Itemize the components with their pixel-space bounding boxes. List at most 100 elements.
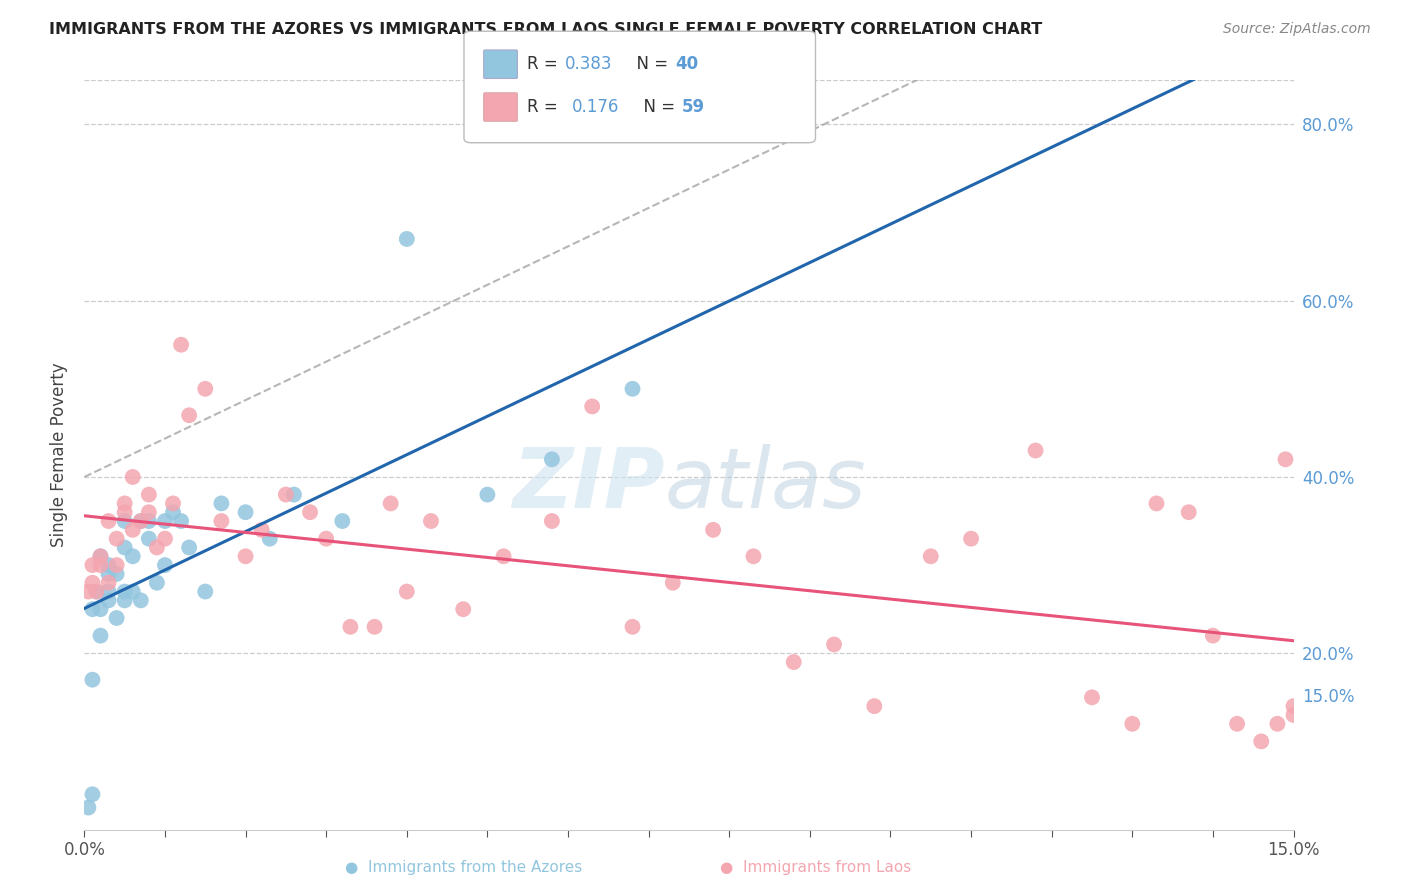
Point <box>1202 629 1225 643</box>
Point <box>121 549 143 564</box>
Point <box>742 549 765 564</box>
Point <box>1274 452 1296 467</box>
Point <box>477 487 499 501</box>
Point <box>250 523 273 537</box>
Text: IMMIGRANTS FROM THE AZORES VS IMMIGRANTS FROM LAOS SINGLE FEMALE POVERTY CORRELA: IMMIGRANTS FROM THE AZORES VS IMMIGRANTS… <box>49 22 1042 37</box>
Point <box>153 532 176 546</box>
Point <box>82 673 104 687</box>
Point <box>541 452 564 467</box>
Text: ZIP: ZIP <box>512 444 665 525</box>
Point <box>1226 716 1249 731</box>
Point <box>209 514 232 528</box>
Point <box>960 532 983 546</box>
Point <box>162 496 184 510</box>
Point <box>1081 690 1104 705</box>
Point <box>363 620 385 634</box>
Point <box>97 558 120 573</box>
Point <box>395 232 418 246</box>
Point <box>380 496 402 510</box>
Point <box>170 514 193 528</box>
Point <box>97 566 120 581</box>
Point <box>97 593 120 607</box>
Point <box>89 602 111 616</box>
Text: 40: 40 <box>675 55 697 73</box>
Text: atlas: atlas <box>665 444 866 525</box>
Point <box>920 549 942 564</box>
Point <box>153 558 176 573</box>
Point <box>194 584 217 599</box>
Point <box>138 505 160 519</box>
Text: 59: 59 <box>682 98 704 116</box>
Point <box>621 620 644 634</box>
Point <box>621 382 644 396</box>
Point <box>138 514 160 528</box>
Point <box>235 505 257 519</box>
Point <box>129 514 152 528</box>
Point <box>235 549 257 564</box>
Point <box>146 541 169 555</box>
Point <box>1267 716 1289 731</box>
Point <box>783 655 806 669</box>
Point <box>114 541 136 555</box>
Point <box>162 505 184 519</box>
Point <box>86 584 108 599</box>
Point <box>153 514 176 528</box>
Point <box>138 532 160 546</box>
Point <box>114 496 136 510</box>
Point <box>492 549 515 564</box>
Point <box>541 514 564 528</box>
Point <box>82 602 104 616</box>
Text: 15.0%: 15.0% <box>1302 689 1354 706</box>
Point <box>451 602 474 616</box>
Point <box>89 629 111 643</box>
Point <box>86 584 108 599</box>
Point <box>420 514 443 528</box>
Point <box>283 487 305 501</box>
Point <box>105 558 128 573</box>
Point <box>259 532 281 546</box>
Point <box>179 409 201 423</box>
Point <box>339 620 361 634</box>
Point <box>89 558 111 573</box>
Text: Source: ZipAtlas.com: Source: ZipAtlas.com <box>1223 22 1371 37</box>
Point <box>1282 708 1305 723</box>
Point <box>121 470 143 484</box>
Point <box>129 514 152 528</box>
Point <box>138 487 160 501</box>
Point <box>89 549 111 564</box>
Point <box>274 487 297 501</box>
Point <box>395 584 418 599</box>
Point <box>1250 734 1272 748</box>
Point <box>121 523 143 537</box>
Point <box>114 584 136 599</box>
Point <box>209 496 232 510</box>
Point <box>581 400 603 414</box>
Point <box>114 514 136 528</box>
Point <box>1177 505 1199 519</box>
Text: 0.383: 0.383 <box>565 55 613 73</box>
Text: N =: N = <box>633 98 681 116</box>
Text: R =: R = <box>527 55 564 73</box>
Point <box>1121 716 1143 731</box>
Y-axis label: Single Female Poverty: Single Female Poverty <box>51 363 69 547</box>
Point <box>82 787 104 801</box>
Point <box>121 584 143 599</box>
Point <box>114 505 136 519</box>
Text: ●  Immigrants from Laos: ● Immigrants from Laos <box>720 860 911 874</box>
Text: ●  Immigrants from the Azores: ● Immigrants from the Azores <box>346 860 582 874</box>
Point <box>1025 443 1047 458</box>
Point <box>105 532 128 546</box>
Point <box>179 541 201 555</box>
Point <box>146 575 169 590</box>
Point <box>82 558 104 573</box>
Point <box>170 337 193 351</box>
Point <box>105 611 128 625</box>
Point <box>97 584 120 599</box>
Point <box>114 593 136 607</box>
Text: N =: N = <box>626 55 673 73</box>
Point <box>77 584 100 599</box>
Point <box>330 514 353 528</box>
Point <box>89 549 111 564</box>
Point <box>1146 496 1168 510</box>
Point <box>77 800 100 814</box>
